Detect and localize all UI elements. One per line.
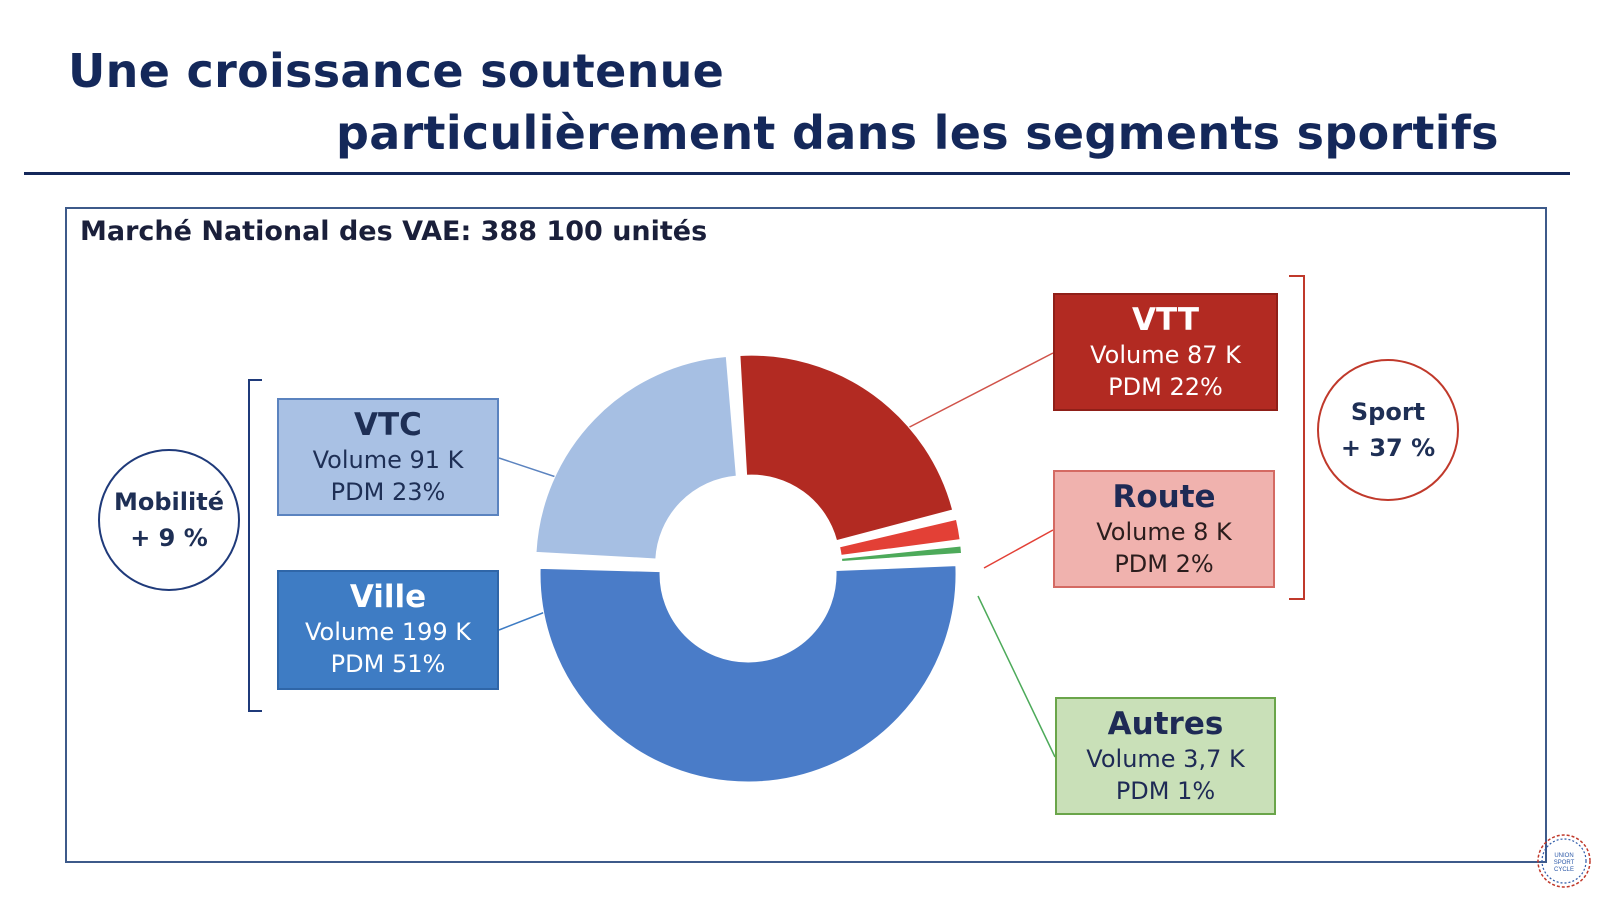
sport-growth: + 37 % bbox=[1340, 434, 1436, 462]
segment-share-autres: PDM 1% bbox=[1115, 777, 1216, 805]
title-divider bbox=[24, 172, 1570, 175]
segment-name-autres: Autres bbox=[1107, 706, 1224, 742]
segment-volume-vtt: Volume 87 K bbox=[1090, 341, 1241, 369]
segment-name-route: Route bbox=[1112, 479, 1216, 515]
sport-label: Sport bbox=[1350, 398, 1426, 426]
sport-growth-badge: Sport + 37 % bbox=[1317, 359, 1459, 501]
leader-line-autres bbox=[977, 595, 1056, 758]
segment-name-vtt: VTT bbox=[1132, 302, 1199, 338]
donut-slice-vtc bbox=[535, 356, 737, 560]
mobilite-growth-badge: Mobilité + 9 % bbox=[98, 449, 240, 591]
leader-line-route bbox=[983, 529, 1054, 569]
label-box-autres: Autres Volume 3,7 K PDM 1% bbox=[1055, 697, 1276, 815]
donut-slice-ville bbox=[539, 565, 957, 783]
union-sport-cycle-logo: UNION SPORT CYCLE bbox=[1537, 834, 1591, 888]
mobilite-growth: + 9 % bbox=[130, 524, 208, 552]
segment-volume-autres: Volume 3,7 K bbox=[1086, 745, 1245, 773]
segment-volume-ville: Volume 199 K bbox=[304, 618, 472, 646]
leader-line-vtt bbox=[897, 352, 1054, 434]
label-box-ville: Ville Volume 199 K PDM 51% bbox=[277, 570, 499, 690]
mobilite-bracket bbox=[248, 379, 262, 712]
page-title-line-1: Une croissance soutenue bbox=[68, 44, 725, 98]
donut-slices bbox=[535, 354, 963, 783]
donut-slice-vtt bbox=[739, 354, 954, 542]
donut-slice-route bbox=[838, 518, 961, 556]
page-title-line-2: particulièrement dans les segments sport… bbox=[336, 106, 1499, 160]
svg-text:SPORT: SPORT bbox=[1554, 860, 1575, 866]
svg-text:CYCLE: CYCLE bbox=[1554, 867, 1574, 873]
chart-subtitle: Marché National des VAE: 388 100 unités bbox=[80, 216, 708, 247]
segment-volume-vtc: Volume 91 K bbox=[312, 446, 464, 474]
label-box-route: Route Volume 8 K PDM 2% bbox=[1053, 470, 1275, 588]
group-brackets bbox=[248, 275, 1305, 712]
segment-share-route: PDM 2% bbox=[1114, 550, 1214, 578]
label-box-vtt: VTT Volume 87 K PDM 22% bbox=[1053, 293, 1278, 411]
segment-volume-route: Volume 8 K bbox=[1096, 518, 1232, 546]
segment-name-vtc: VTC bbox=[354, 407, 422, 443]
donut-slice-autres bbox=[840, 545, 963, 563]
chart-frame bbox=[65, 207, 1547, 863]
segment-share-vtc: PDM 23% bbox=[330, 478, 446, 506]
sport-bracket bbox=[1289, 275, 1305, 600]
label-box-vtc: VTC Volume 91 K PDM 23% bbox=[277, 398, 499, 516]
segment-share-vtt: PDM 22% bbox=[1108, 373, 1223, 401]
segment-share-ville: PDM 51% bbox=[330, 650, 446, 678]
segment-name-ville: Ville bbox=[349, 579, 427, 615]
mobilite-label: Mobilité bbox=[114, 488, 224, 516]
svg-text:UNION: UNION bbox=[1554, 853, 1573, 859]
